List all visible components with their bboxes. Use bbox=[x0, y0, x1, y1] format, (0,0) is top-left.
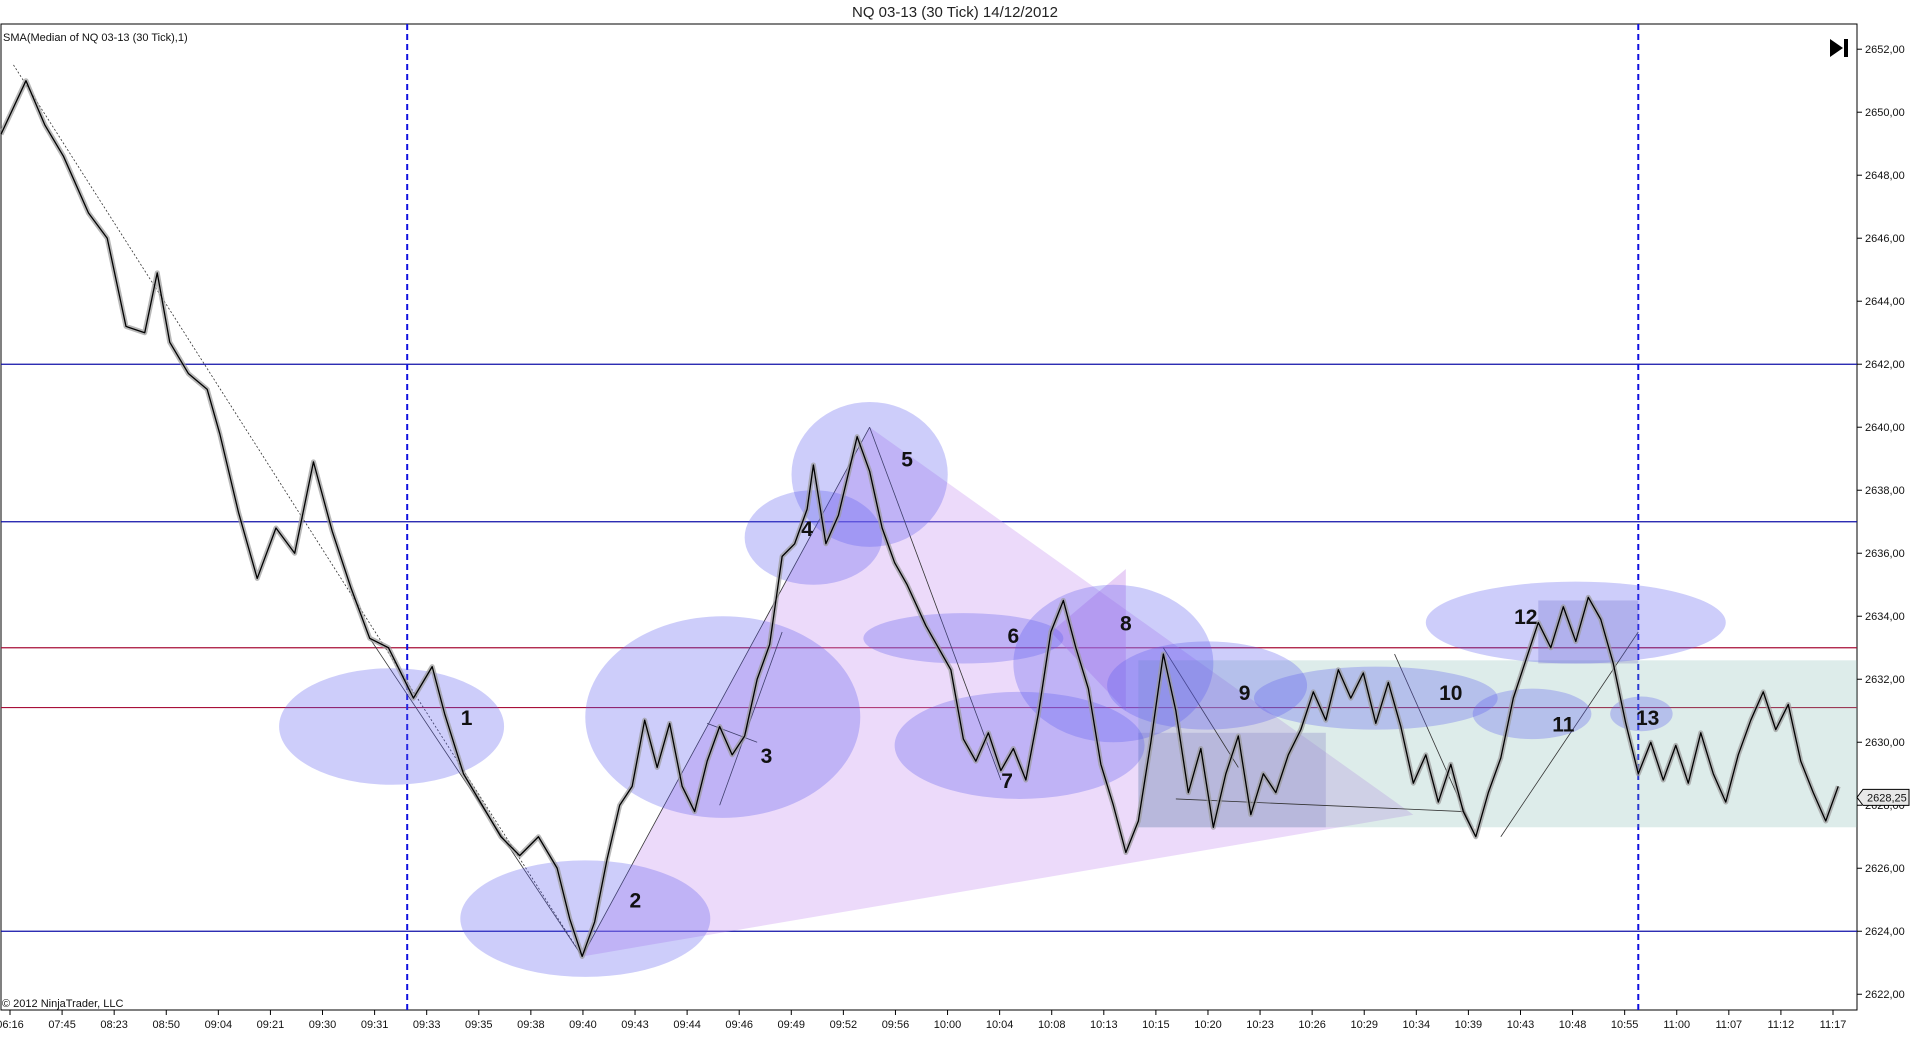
x-tick-label: 10:39 bbox=[1455, 1019, 1483, 1031]
annotation-label-11: 11 bbox=[1552, 713, 1575, 736]
y-tick-label: 2646,00 bbox=[1865, 233, 1905, 245]
x-tick-label: 10:43 bbox=[1507, 1019, 1535, 1031]
price-series bbox=[0, 78, 1841, 959]
x-tick-label: 09:44 bbox=[673, 1019, 701, 1031]
skip-to-end-button[interactable] bbox=[1826, 36, 1852, 60]
drawing-objects bbox=[13, 64, 1857, 977]
annotation-label-8: 8 bbox=[1120, 613, 1132, 636]
y-axis: 2652,00 2650,00 2648,00 2646,00 2644,00 2642,… bbox=[1856, 44, 1910, 1001]
annotation-label-6: 6 bbox=[1008, 625, 1020, 648]
trendline-1 bbox=[13, 64, 583, 957]
vertical-session-lines bbox=[406, 24, 1640, 1010]
x-tick-label: 06:16 bbox=[0, 1019, 24, 1031]
x-tick-label: 11:12 bbox=[1768, 1019, 1795, 1031]
y-tick-label: 2624,00 bbox=[1865, 926, 1905, 938]
x-tick-label: 09:35 bbox=[465, 1019, 493, 1031]
x-tick-label: 08:50 bbox=[152, 1019, 180, 1031]
x-tick-label: 10:55 bbox=[1611, 1019, 1639, 1031]
annotation-label-1: 1 bbox=[461, 707, 473, 730]
y-tick-label: 2630,00 bbox=[1865, 737, 1905, 749]
annotation-ellipse-8 bbox=[1013, 584, 1214, 743]
annotation-ellipse-11 bbox=[1472, 688, 1592, 740]
last-price-label: 2628,25 bbox=[1867, 792, 1907, 804]
x-tick-label: 11:07 bbox=[1715, 1019, 1742, 1031]
x-tick-label: 11:17 bbox=[1820, 1019, 1847, 1031]
plot-area bbox=[0, 23, 1858, 1011]
y-tick-label: 2648,00 bbox=[1865, 170, 1905, 182]
x-tick-label: 10:34 bbox=[1403, 1019, 1431, 1031]
x-tick-label: 10:20 bbox=[1194, 1019, 1222, 1031]
annotation-label-9: 9 bbox=[1239, 682, 1251, 705]
annotation-ellipse-2 bbox=[460, 860, 711, 977]
y-tick-label: 2626,00 bbox=[1865, 863, 1905, 875]
triangle-small bbox=[1050, 568, 1126, 711]
x-tick-label: 09:33 bbox=[413, 1019, 441, 1031]
annotation-label-10: 10 bbox=[1439, 682, 1462, 705]
skip-to-end-icon bbox=[1830, 39, 1848, 57]
horizontal-levels bbox=[1, 363, 1857, 932]
trendline-6 bbox=[869, 427, 1002, 781]
y-tick-label: 2650,00 bbox=[1865, 107, 1905, 119]
trendline-8 bbox=[1175, 798, 1464, 812]
x-tick-label: 07:45 bbox=[48, 1019, 76, 1031]
x-tick-label: 10:48 bbox=[1559, 1019, 1587, 1031]
y-tick-label: 2636,00 bbox=[1865, 548, 1905, 560]
x-tick-label: 09:31 bbox=[361, 1019, 389, 1031]
trendline-4 bbox=[707, 722, 758, 743]
annotation-label-13: 13 bbox=[1636, 707, 1659, 730]
x-tick-label: 09:56 bbox=[882, 1019, 910, 1031]
annotation-ellipse-6 bbox=[863, 613, 1064, 664]
price-line bbox=[0, 80, 1839, 958]
x-tick-label: 10:15 bbox=[1142, 1019, 1170, 1031]
annotation-label-2: 2 bbox=[629, 890, 641, 913]
x-tick-label: 10:29 bbox=[1350, 1019, 1378, 1031]
triangle-large bbox=[582, 427, 1414, 957]
annotation-label-4: 4 bbox=[801, 518, 813, 541]
x-axis: 06:16 07:45 08:23 08:50 09:04 09:21 09:30 09:31… bbox=[0, 1010, 1846, 1031]
trendline-7 bbox=[1163, 647, 1239, 768]
annotation-label-5: 5 bbox=[901, 449, 913, 472]
y-tick-label: 2622,00 bbox=[1865, 989, 1905, 1001]
annotation-ellipse-7 bbox=[894, 691, 1145, 799]
chart-title: NQ 03-13 (30 Tick) 14/12/2012 bbox=[852, 4, 1058, 21]
copyright-label: © 2012 NinjaTrader, LLC bbox=[2, 998, 124, 1010]
indicator-label: SMA(Median of NQ 03-13 (30 Tick),1) bbox=[3, 32, 188, 44]
x-tick-label: 09:52 bbox=[830, 1019, 858, 1031]
range-box-green bbox=[1138, 660, 1857, 828]
x-tick-label: 09:38 bbox=[517, 1019, 545, 1031]
annotation-ellipse-3 bbox=[585, 616, 861, 818]
annotation-ellipse-1 bbox=[279, 668, 505, 785]
chart-background bbox=[0, 23, 1858, 1011]
annotation-label-7: 7 bbox=[1001, 770, 1013, 793]
x-tick-label: 10:08 bbox=[1038, 1019, 1066, 1031]
y-tick-label: 2640,00 bbox=[1865, 422, 1905, 434]
x-tick-label: 09:30 bbox=[309, 1019, 337, 1031]
x-tick-label: 09:21 bbox=[257, 1019, 285, 1031]
x-tick-label: 10:26 bbox=[1298, 1019, 1326, 1031]
x-tick-label: 09:49 bbox=[778, 1019, 806, 1031]
x-tick-label: 11:00 bbox=[1663, 1019, 1690, 1031]
x-tick-label: 10:23 bbox=[1246, 1019, 1274, 1031]
y-tick-label: 2632,00 bbox=[1865, 674, 1905, 686]
y-tick-label: 2634,00 bbox=[1865, 611, 1905, 623]
annotation-label-12: 12 bbox=[1514, 606, 1537, 629]
y-tick-label: 2638,00 bbox=[1865, 485, 1905, 497]
x-tick-label: 09:46 bbox=[725, 1019, 753, 1031]
y-tick-label: 2652,00 bbox=[1865, 44, 1905, 56]
x-tick-label: 10:04 bbox=[986, 1019, 1014, 1031]
x-tick-label: 10:13 bbox=[1090, 1019, 1118, 1031]
annotation-label-3: 3 bbox=[761, 745, 773, 768]
x-tick-label: 08:23 bbox=[100, 1019, 128, 1031]
x-tick-label: 10:00 bbox=[934, 1019, 962, 1031]
y-tick-label: 2642,00 bbox=[1865, 359, 1905, 371]
annotation-ellipse-12 bbox=[1425, 581, 1726, 664]
y-tick-label: 2644,00 bbox=[1865, 296, 1905, 308]
last-price-box bbox=[1856, 788, 1910, 806]
x-tick-label: 09:04 bbox=[205, 1019, 233, 1031]
annotation-ellipse-10 bbox=[1253, 666, 1498, 730]
x-tick-label: 09:43 bbox=[621, 1019, 649, 1031]
x-tick-label: 09:40 bbox=[569, 1019, 597, 1031]
